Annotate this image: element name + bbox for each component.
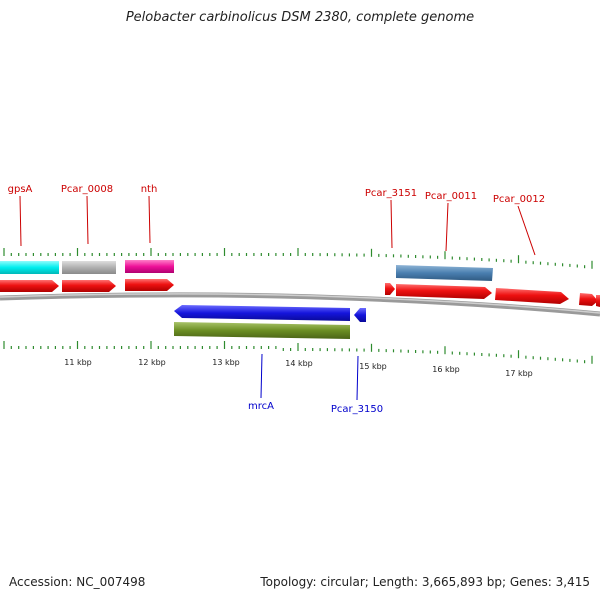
gene-bar-mrcA[interactable] bbox=[174, 322, 350, 339]
label-line-Pcar_0008 bbox=[86, 195, 89, 245]
gene-arrow-Pcar_3150[interactable] bbox=[354, 308, 366, 322]
label-line-Pcar_3151 bbox=[390, 199, 393, 249]
axis-label: 16 kbp bbox=[432, 365, 460, 374]
label-lines bbox=[19, 195, 536, 401]
gene-labels: gpsA Pcar_0008 nth Pcar_3151 Pcar_0011 P… bbox=[8, 184, 545, 415]
cds-arrow[interactable] bbox=[495, 288, 569, 304]
cds-arrows-forward bbox=[0, 279, 600, 307]
gene-label-Pcar_3151[interactable]: Pcar_3151 bbox=[365, 188, 417, 199]
cds-arrow[interactable] bbox=[385, 283, 395, 295]
feature-bars-forward bbox=[0, 260, 493, 281]
axis-label: 15 kbp bbox=[359, 362, 387, 371]
axis-label: 17 kbp bbox=[505, 369, 533, 378]
gene-label-Pcar_0011[interactable]: Pcar_0011 bbox=[425, 191, 477, 202]
tick-marks-upper bbox=[3, 248, 593, 269]
gene-bar-Pcar_0011[interactable] bbox=[396, 265, 493, 281]
label-line-Pcar_0011 bbox=[445, 202, 449, 252]
cds-arrow[interactable] bbox=[62, 280, 116, 292]
gene-label-nth[interactable]: nth bbox=[141, 184, 158, 195]
gene-bar-gpsA[interactable] bbox=[0, 261, 59, 274]
cds-arrows-reverse bbox=[174, 305, 366, 339]
label-line-gpsA bbox=[19, 195, 22, 247]
axis-labels: 11 kbp 12 kbp 13 kbp 14 kbp 15 kbp 16 kb… bbox=[64, 358, 533, 378]
cds-arrow[interactable] bbox=[596, 295, 600, 307]
genome-stats-text: Topology: circular; Length: 3,665,893 bp… bbox=[260, 575, 590, 589]
gene-label-Pcar_0012[interactable]: Pcar_0012 bbox=[493, 194, 545, 205]
cds-arrow[interactable] bbox=[0, 280, 59, 292]
axis-label: 14 kbp bbox=[285, 359, 313, 368]
cds-arrow[interactable] bbox=[396, 284, 492, 299]
gene-label-Pcar_0008[interactable]: Pcar_0008 bbox=[61, 184, 113, 195]
genome-title: Pelobacter carbinolicus DSM 2380, comple… bbox=[125, 10, 475, 25]
genome-backbone bbox=[0, 292, 600, 317]
axis-label: 12 kbp bbox=[138, 358, 166, 367]
tick-marks-lower bbox=[3, 341, 593, 364]
genome-backbone-highlight bbox=[0, 293, 600, 314]
label-line-Pcar_3150 bbox=[356, 355, 359, 401]
gene-label-mrcA[interactable]: mrcA bbox=[248, 401, 274, 412]
axis-label: 11 kbp bbox=[64, 358, 92, 367]
cds-arrow[interactable] bbox=[579, 293, 598, 306]
gene-label-gpsA[interactable]: gpsA bbox=[8, 184, 33, 195]
label-line-Pcar_0012 bbox=[517, 205, 536, 256]
gene-arrow-mrcA[interactable] bbox=[174, 305, 350, 321]
accession-text: Accession: NC_007498 bbox=[9, 575, 146, 589]
gene-bar-nth[interactable] bbox=[125, 260, 174, 273]
cds-arrow[interactable] bbox=[125, 279, 174, 291]
label-line-mrcA bbox=[260, 353, 263, 399]
label-line-nth bbox=[148, 195, 151, 244]
axis-label: 13 kbp bbox=[212, 358, 240, 367]
gene-bar-Pcar_0008[interactable] bbox=[62, 261, 116, 274]
gene-label-Pcar_3150[interactable]: Pcar_3150 bbox=[331, 404, 383, 415]
